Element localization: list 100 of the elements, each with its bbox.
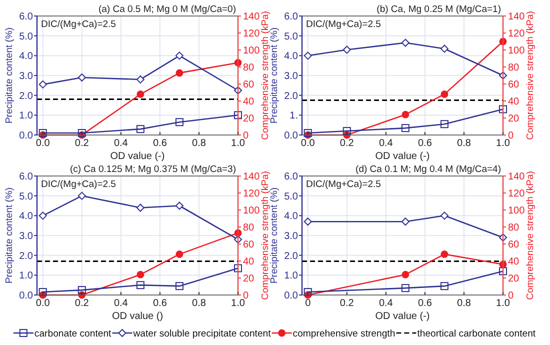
x-tick-label: 0.4 (114, 298, 128, 309)
x-tick-label: 1.0 (231, 298, 246, 309)
y2-tick-label: 20 (243, 114, 255, 124)
point (304, 52, 312, 60)
point (136, 270, 144, 278)
y-tick-label: 0.0 (19, 290, 34, 302)
chart-title: (d) Ca 0.1 M; Mg 0.4 M (Mg/Ca=4) (356, 164, 501, 175)
x-tick-label: 0.4 (378, 138, 394, 149)
legend-label: theortical carbonate content (417, 328, 536, 340)
point (304, 218, 312, 226)
y-tick-label: 3.0 (19, 71, 34, 82)
y2-tick-label: 40 (508, 256, 520, 268)
y2-tick-label: 140 (508, 12, 526, 22)
y2-tick-label: 140 (243, 172, 260, 182)
point (136, 90, 144, 98)
y2-tick-label: 60 (243, 80, 255, 90)
point (401, 218, 410, 226)
y2-tick-label: 100 (508, 206, 526, 216)
y2-tick-label: 80 (508, 62, 520, 74)
point (440, 120, 448, 128)
y-tick-label: 5.0 (19, 31, 34, 42)
y2-tick-label: 120 (508, 188, 526, 200)
y2-axis-title: Comprehensive strength (kPa) (525, 171, 536, 300)
x-tick-label: 0.4 (378, 298, 394, 309)
point (402, 270, 410, 278)
y2-tick-label: 100 (243, 206, 260, 216)
x-tick-label: 1.0 (231, 138, 246, 149)
y2-tick-label: 40 (243, 96, 255, 108)
y2-tick-label: 80 (243, 62, 255, 74)
x-tick-label: 0.8 (192, 138, 206, 149)
y-tick-label: 1.0 (284, 270, 298, 282)
y-tick-label: 6.0 (284, 172, 298, 182)
x-axis-title: OD value (-) (110, 151, 165, 162)
y-tick-label: 3.0 (284, 71, 298, 82)
legend-label: comprehensive strength (292, 328, 396, 340)
y-axis-title: Precipitate content (%) (4, 27, 15, 124)
point (440, 90, 448, 98)
y-tick-label: 3.0 (19, 231, 34, 242)
y2-axis-title: Comprehensive strength (kPa) (260, 11, 271, 140)
x-tick-label: 1.0 (496, 138, 510, 149)
legend-label: carbonate content (34, 328, 112, 340)
point (38, 80, 47, 88)
point (234, 111, 242, 120)
point (401, 38, 410, 47)
x-tick-label: 0.6 (152, 298, 168, 309)
point (136, 281, 144, 290)
y-tick-label: 2.0 (19, 250, 34, 262)
point (401, 284, 410, 292)
y-tick-label: 1.0 (19, 270, 34, 282)
point (175, 282, 184, 290)
y-tick-label: 5.0 (284, 191, 298, 202)
point (440, 212, 448, 220)
x-tick-label: 0.2 (74, 138, 90, 149)
chart-title: (c) Ca 0.125 M; Mg 0.375 M (Mg/Ca=3) (70, 164, 236, 175)
y2-tick-label: 60 (508, 80, 520, 90)
x-tick-label: 0.6 (152, 138, 168, 149)
x-axis-title: OD value (-) (375, 151, 430, 162)
chart-title: (a) Ca 0.5 M; Mg 0 M (Mg/Ca=0) (98, 4, 236, 15)
y2-tick-label: 60 (508, 240, 520, 250)
x-tick-label: 0.0 (36, 298, 50, 309)
annotation: DIC/(Mg+Ca)=2.5 (306, 19, 381, 30)
y-tick-label: 1.0 (19, 110, 34, 122)
point (342, 46, 351, 54)
point (401, 124, 410, 132)
y2-tick-label: 40 (508, 96, 520, 108)
y2-tick-label: 60 (243, 240, 255, 250)
x-tick-label: 0.2 (340, 298, 354, 309)
y2-tick-label: 20 (508, 114, 520, 124)
y-tick-label: 4.0 (284, 51, 298, 62)
y-tick-label: 4.0 (284, 211, 298, 222)
point (499, 105, 507, 114)
point (78, 286, 86, 294)
y2-tick-label: 0 (243, 290, 249, 302)
y2-tick-label: 80 (508, 222, 520, 234)
y2-axis-title: Comprehensive strength (kPa) (525, 11, 536, 140)
point (440, 44, 448, 53)
x-tick-label: 0.6 (418, 298, 432, 309)
x-tick-label: 0.2 (340, 138, 354, 149)
y-tick-label: 5.0 (19, 191, 34, 202)
y-axis-title: Precipitate content (%) (269, 27, 280, 124)
y-tick-label: 4.0 (19, 211, 34, 222)
y2-tick-label: 20 (508, 274, 520, 284)
point (176, 250, 184, 258)
y-axis-title: Precipitate content (%) (269, 187, 280, 284)
x-tick-label: 0.8 (457, 138, 472, 149)
x-tick-label: 0.4 (114, 138, 128, 149)
y-tick-label: 2.0 (284, 250, 298, 262)
annotation: DIC/(Mg+Ca)=2.5 (41, 179, 116, 190)
point (78, 73, 86, 82)
x-tick-label: 0.8 (457, 298, 472, 309)
y2-tick-label: 100 (243, 46, 260, 56)
point (175, 118, 184, 126)
x-tick-label: 0.2 (74, 298, 90, 309)
y-tick-label: 0.0 (284, 130, 298, 142)
y-tick-label: 6.0 (284, 12, 298, 22)
y2-tick-label: 0 (243, 130, 249, 142)
point (440, 250, 448, 258)
x-tick-label: 1.0 (496, 298, 510, 309)
point (38, 212, 47, 220)
point (440, 282, 448, 290)
